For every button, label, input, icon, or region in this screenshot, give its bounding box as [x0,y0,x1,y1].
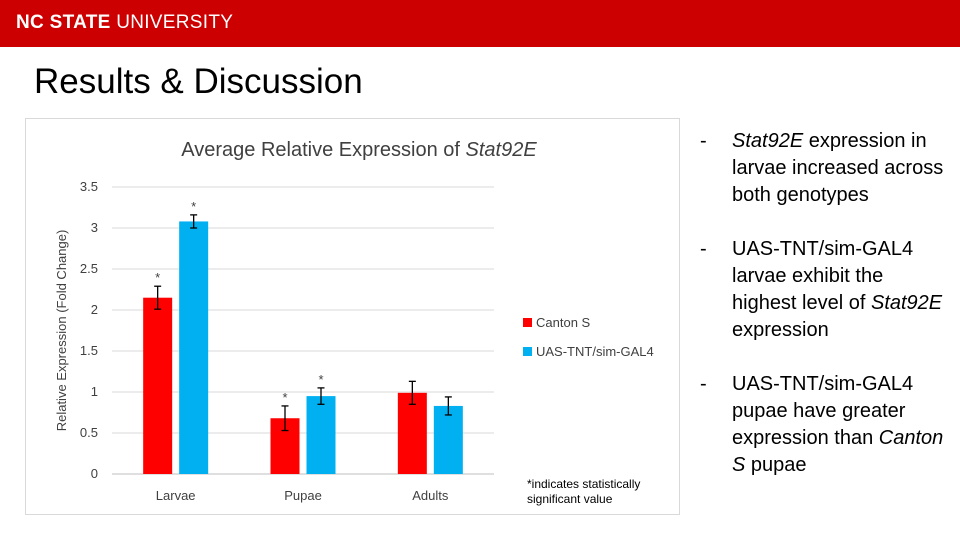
chart-title-text: Average Relative Expression of [181,139,465,161]
chart-title: Average Relative Expression of Stat92E [181,139,537,161]
y-tick-label: 2.5 [80,261,98,276]
legend-swatch [523,318,532,327]
significance-footnote: *indicates statistically significant val… [527,477,641,506]
bullet-3-italic: Canton S [732,427,944,476]
y-axis-label: Relative Expression (Fold Change) [54,230,69,432]
bar [306,396,336,474]
x-tick-label: Larvae [156,488,196,503]
bullet-dash: - [700,373,707,395]
bullet-dash: - [700,130,707,152]
header-bar: NC STATE UNIVERSITY [0,0,960,47]
university-logo: NC STATE UNIVERSITY [16,12,233,34]
legend-label: Canton S [536,315,591,330]
y-tick-label: 3 [91,220,98,235]
bullet-item-1: - Stat92E expression in larvae increased… [700,128,950,209]
slide-title: Results & Discussion [34,62,363,101]
y-tick-label: 0 [91,466,98,481]
y-tick-label: 0.5 [80,425,98,440]
x-tick-label: Adults [412,488,449,503]
bar [397,392,427,474]
bullet-dash: - [700,238,707,260]
y-tick-label: 1 [91,384,98,399]
significance-marker: * [191,199,196,214]
bullet-3-text: UAS-TNT/sim-GAL4 pupae have greater expr… [732,373,914,449]
y-tick-label: 1.5 [80,343,98,358]
brand-light: UNIVERSITY [116,12,234,33]
bullet-list: - Stat92E expression in larvae increased… [700,128,950,506]
bullet-item-2: - UAS-TNT/sim-GAL4 larvae exhibit the hi… [700,236,950,344]
bullet-2-italic: Stat92E [870,292,943,314]
bullet-1-text: expression in larvae increased across bo… [732,130,944,206]
bullet-2-text: UAS-TNT/sim-GAL4 larvae exhibit the high… [732,238,914,314]
bullet-3-end: pupae [745,454,807,476]
significance-marker: * [282,390,287,405]
chart-title-italic: Stat92E [466,139,538,161]
legend-swatch [523,347,532,356]
y-tick-label: 3.5 [80,179,98,194]
bullet-2-end: expression [732,319,829,341]
bullet-item-3: - UAS-TNT/sim-GAL4 pupae have greater ex… [700,371,950,479]
legend-label: UAS-TNT/sim-GAL4 [536,344,654,359]
brand-bold: NC STATE [16,12,111,33]
bar [179,221,209,474]
significance-marker: * [318,372,323,387]
bar-chart: Average Relative Expression of Stat92E 0 0… [54,139,654,503]
bar [433,405,463,474]
bullet-1-italic: Stat92E [732,130,804,152]
bar [143,297,173,474]
x-tick-label: Pupae [284,488,322,503]
y-tick-label: 2 [91,302,98,317]
chart-frame: Average Relative Expression of Stat92E 0 0… [25,118,680,515]
significance-marker: * [155,270,160,285]
